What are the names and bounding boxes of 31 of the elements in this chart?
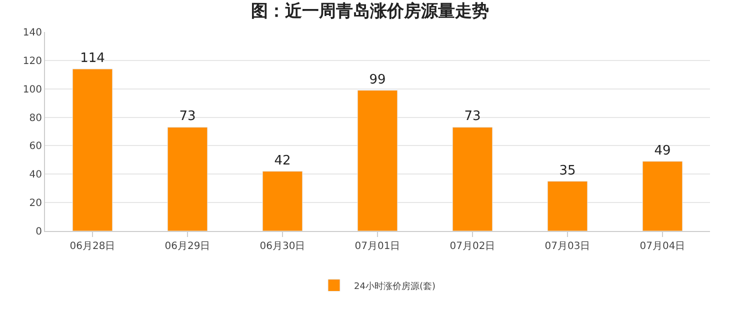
y-tick-label: 40 [29,170,42,181]
y-tick-label: 120 [22,56,42,67]
bar [262,171,303,231]
x-tick-label: 06月29日 [164,241,210,252]
x-tick-label: 06月28日 [70,241,116,252]
y-tick-label: 140 [22,28,42,38]
x-tick-label: 07月04日 [640,241,686,252]
data-label: 73 [179,109,196,124]
data-label: 35 [559,163,576,178]
x-tick-label: 06月30日 [260,241,306,252]
y-tick-label: 100 [22,84,42,96]
bar [167,126,208,231]
bar [72,68,113,231]
y-tick-label: 20 [29,198,42,210]
data-label: 73 [464,109,481,124]
legend-label: 24小时涨价房源(套) [354,280,436,292]
bar [357,90,398,231]
x-tick-label: 07月01日 [354,241,400,252]
bar [547,181,588,231]
x-tick-label: 07月03日 [544,241,590,252]
chart-title: 图：近一周青岛涨价房源量走势 [251,2,489,22]
data-label: 42 [274,153,291,168]
data-label: 49 [654,143,671,158]
y-tick-label: 80 [29,112,42,124]
bar [642,161,683,231]
data-label: 114 [80,50,105,66]
x-tick-label: 07月02日 [450,241,496,252]
y-tick-label: 60 [29,141,42,152]
bar [452,126,493,231]
y-tick-label: 0 [36,226,42,238]
data-label: 99 [369,72,386,88]
